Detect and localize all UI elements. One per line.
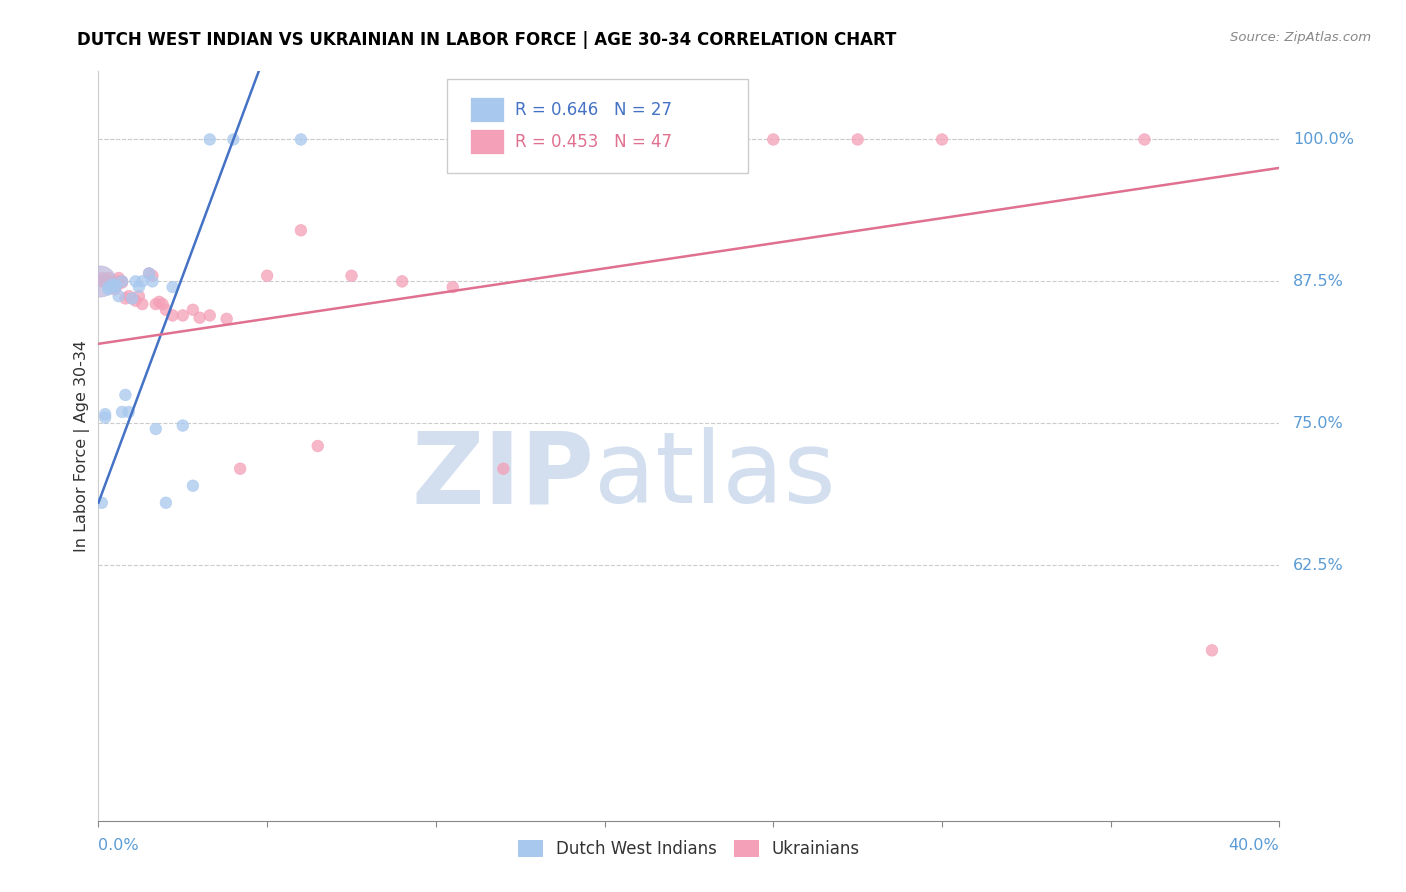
Point: [145, 422, 167, 436]
Point: [111, 405, 134, 419]
Text: ZIP: ZIP: [412, 427, 595, 524]
Point: [145, 297, 167, 311]
Text: DUTCH WEST INDIAN VS UKRAINIAN IN LABOR FORCE | AGE 30-34 CORRELATION CHART: DUTCH WEST INDIAN VS UKRAINIAN IN LABOR …: [77, 31, 897, 49]
Point: [114, 388, 136, 402]
Point: [229, 461, 252, 475]
Point: [152, 297, 174, 311]
Point: [94, 273, 117, 287]
Point: [118, 405, 141, 419]
Text: 87.5%: 87.5%: [1294, 274, 1344, 289]
Point: [188, 310, 211, 325]
Point: [97, 280, 120, 294]
Point: [101, 277, 124, 292]
Point: [97, 271, 120, 285]
Point: [162, 309, 184, 323]
Point: [678, 132, 700, 146]
Point: [162, 280, 184, 294]
Point: [101, 277, 124, 292]
Point: [89, 274, 111, 288]
Text: 75.0%: 75.0%: [1294, 416, 1344, 431]
Point: [118, 289, 141, 303]
Point: [111, 276, 134, 290]
Point: [441, 280, 464, 294]
Point: [290, 223, 312, 237]
Point: [94, 407, 117, 421]
Point: [124, 274, 146, 288]
Point: [131, 274, 153, 288]
Point: [762, 132, 785, 146]
Point: [846, 132, 869, 146]
Point: [104, 280, 127, 294]
Point: [141, 268, 163, 283]
Text: 40.0%: 40.0%: [1229, 838, 1279, 853]
Text: R = 0.453   N = 47: R = 0.453 N = 47: [516, 133, 672, 151]
Point: [128, 280, 150, 294]
Text: 0.0%: 0.0%: [98, 838, 139, 853]
Point: [104, 282, 127, 296]
Point: [155, 302, 177, 317]
Point: [94, 410, 117, 425]
Point: [111, 274, 134, 288]
Point: [114, 292, 136, 306]
Point: [121, 292, 143, 306]
Point: [107, 289, 129, 303]
FancyBboxPatch shape: [447, 78, 748, 172]
Y-axis label: In Labor Force | Age 30-34: In Labor Force | Age 30-34: [75, 340, 90, 552]
Point: [492, 461, 515, 475]
Point: [155, 496, 177, 510]
Point: [391, 274, 413, 288]
Point: [138, 267, 160, 281]
Point: [111, 274, 134, 288]
Point: [181, 479, 204, 493]
Point: [141, 274, 163, 288]
Text: 100.0%: 100.0%: [1294, 132, 1354, 147]
Point: [90, 271, 112, 285]
FancyBboxPatch shape: [471, 129, 503, 153]
Point: [290, 132, 312, 146]
Point: [931, 132, 953, 146]
Point: [340, 268, 363, 283]
Point: [172, 309, 194, 323]
Point: [181, 302, 204, 317]
Text: atlas: atlas: [595, 427, 837, 524]
Point: [172, 418, 194, 433]
Point: [593, 132, 616, 146]
Point: [90, 274, 112, 288]
Point: [148, 294, 170, 309]
Legend: Dutch West Indians, Ukrainians: Dutch West Indians, Ukrainians: [512, 833, 866, 864]
Point: [131, 297, 153, 311]
Point: [97, 274, 120, 288]
Point: [104, 277, 127, 292]
Point: [97, 282, 120, 296]
Text: 62.5%: 62.5%: [1294, 558, 1344, 573]
Point: [121, 292, 143, 306]
Point: [107, 271, 129, 285]
Point: [101, 280, 124, 294]
Point: [1133, 132, 1156, 146]
Point: [256, 268, 278, 283]
Point: [104, 280, 127, 294]
Point: [89, 274, 111, 288]
FancyBboxPatch shape: [471, 97, 503, 121]
Point: [198, 132, 221, 146]
Point: [307, 439, 329, 453]
Point: [138, 267, 160, 281]
Point: [90, 496, 112, 510]
Point: [215, 311, 238, 326]
Point: [107, 274, 129, 288]
Point: [222, 132, 245, 146]
Point: [94, 274, 117, 288]
Text: R = 0.646   N = 27: R = 0.646 N = 27: [516, 101, 672, 119]
Point: [1201, 643, 1223, 657]
Point: [198, 309, 221, 323]
Text: Source: ZipAtlas.com: Source: ZipAtlas.com: [1230, 31, 1371, 45]
Point: [124, 293, 146, 308]
Point: [128, 289, 150, 303]
